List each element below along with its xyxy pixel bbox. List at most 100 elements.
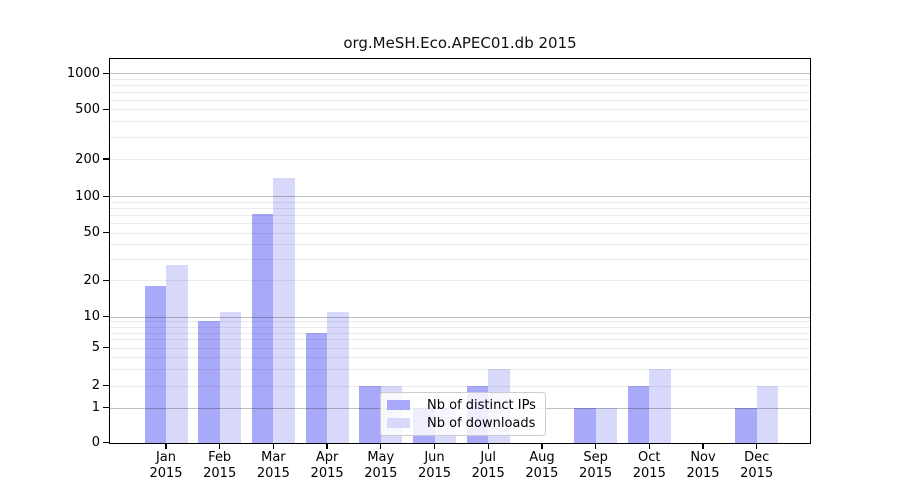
x-tick-label: Jan 2015: [134, 450, 198, 481]
bar-distinct-ips-oct-2015: [627, 385, 650, 443]
x-tick-mark: [326, 443, 328, 449]
y-tick-label: 2: [91, 378, 100, 393]
bar-distinct-ips-dec-2015: [735, 407, 757, 443]
legend-label: Nb of downloads: [427, 415, 536, 431]
x-tick-month: Apr: [315, 450, 339, 465]
bar-downloads-sep-2015: [595, 407, 618, 443]
x-tick-label: Mar 2015: [241, 450, 305, 481]
minor-gridline: [110, 347, 810, 349]
x-tick-mark: [487, 443, 489, 449]
x-tick-year: 2015: [686, 465, 720, 481]
minor-gridline: [110, 109, 810, 111]
x-tick-label: Jul 2015: [456, 450, 520, 481]
y-tick-label: 20: [83, 272, 100, 288]
x-tick-month: Jun: [424, 450, 445, 465]
x-tick-label: May 2015: [349, 450, 413, 481]
x-tick-year: 2015: [525, 465, 559, 481]
minor-gridline: [110, 78, 810, 80]
minor-gridline: [110, 339, 810, 341]
y-tick-mark: [103, 406, 109, 409]
x-tick-mark: [702, 443, 704, 449]
minor-gridline: [110, 208, 810, 210]
legend-swatch-icon: [387, 418, 410, 428]
minor-gridline: [110, 332, 810, 334]
minor-gridline: [110, 223, 810, 225]
y-tick-label: 50: [83, 225, 100, 241]
x-tick-month: Oct: [638, 450, 661, 465]
y-tick-mark: [103, 232, 109, 234]
legend-item: Nb of distinct IPs: [387, 397, 536, 414]
x-tick-year: 2015: [203, 465, 237, 481]
bar-distinct-ips-apr-2015: [305, 332, 328, 443]
x-tick-month: Aug: [529, 450, 555, 465]
x-tick-label: Feb 2015: [188, 450, 252, 481]
x-tick-month: Nov: [690, 450, 716, 465]
bar-downloads-dec-2015: [756, 385, 779, 443]
x-tick-label: Apr 2015: [295, 450, 359, 481]
y-tick-mark: [103, 108, 109, 110]
x-tick-mark: [165, 443, 167, 449]
x-tick-year: 2015: [364, 465, 398, 481]
x-tick-mark: [756, 443, 758, 449]
x-tick-label: Jun 2015: [403, 450, 467, 481]
minor-gridline: [110, 215, 810, 217]
x-tick-year: 2015: [256, 465, 290, 481]
y-tick-label: 0: [91, 435, 100, 450]
minor-gridline: [110, 244, 810, 246]
y-tick-mark: [103, 72, 109, 74]
y-tick-label: 5: [91, 340, 100, 355]
y-tick-label: 1: [91, 400, 100, 415]
minor-gridline: [110, 159, 810, 160]
plot-area: [110, 59, 810, 443]
y-tick-label: 200: [75, 151, 100, 167]
x-tick-year: 2015: [310, 465, 344, 481]
x-tick-label: Nov 2015: [671, 450, 735, 481]
bar-distinct-ips-jan-2015: [144, 285, 166, 443]
legend: Nb of distinct IPs Nb of downloads: [380, 392, 546, 436]
y-tick-mark: [103, 195, 109, 197]
minor-gridline: [110, 121, 810, 123]
x-tick-mark: [648, 443, 650, 449]
x-tick-label: Aug 2015: [510, 450, 574, 481]
bar-distinct-ips-may-2015: [359, 385, 381, 443]
chart-title: org.MeSH.Eco.APEC01.db 2015: [343, 34, 577, 52]
legend-label: Nb of distinct IPs: [427, 397, 536, 413]
x-tick-label: Sep 2015: [564, 450, 628, 481]
minor-gridline: [110, 99, 810, 101]
bar-distinct-ips-mar-2015: [251, 213, 274, 443]
y-tick-mark: [103, 316, 109, 318]
minor-gridline: [110, 137, 810, 138]
bar-downloads-oct-2015: [649, 368, 671, 443]
minor-gridline: [110, 91, 810, 93]
x-tick-month: Feb: [208, 450, 232, 465]
major-gridline: [110, 73, 810, 75]
major-gridline: [110, 316, 810, 318]
bar-downloads-jan-2015: [166, 264, 188, 443]
x-tick-month: Jan: [155, 450, 177, 465]
x-tick-mark: [433, 443, 436, 449]
minor-gridline: [110, 259, 810, 261]
x-tick-mark: [219, 443, 221, 449]
minor-gridline: [110, 385, 810, 387]
y-tick-label: 10: [83, 309, 100, 325]
x-tick-mark: [272, 443, 275, 449]
x-tick-mark: [541, 443, 543, 449]
x-tick-label: Dec 2015: [725, 450, 789, 481]
x-tick-mark: [380, 443, 382, 449]
minor-gridline: [110, 368, 810, 370]
y-tick-label: 1000: [66, 65, 100, 81]
bar-downloads-feb-2015: [219, 311, 242, 443]
minor-gridline: [110, 356, 810, 358]
y-tick-mark: [103, 441, 109, 444]
x-tick-year: 2015: [740, 465, 774, 481]
bar-distinct-ips-sep-2015: [574, 407, 596, 443]
y-tick-mark: [103, 346, 109, 349]
minor-gridline: [110, 84, 810, 86]
y-tick-label: 500: [75, 101, 100, 117]
y-tick-mark: [103, 279, 109, 282]
minor-gridline: [110, 321, 810, 323]
minor-gridline: [110, 280, 810, 282]
x-tick-year: 2015: [149, 465, 183, 481]
x-tick-year: 2015: [632, 465, 666, 481]
